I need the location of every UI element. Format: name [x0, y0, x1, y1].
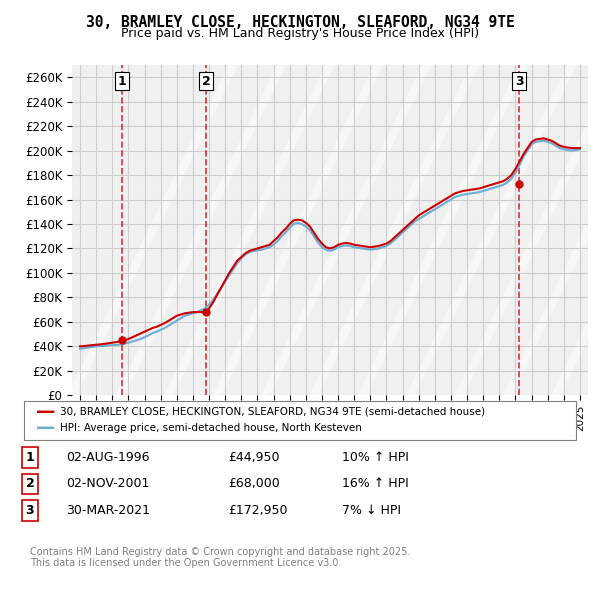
Text: 30, BRAMLEY CLOSE, HECKINGTON, SLEAFORD, NG34 9TE: 30, BRAMLEY CLOSE, HECKINGTON, SLEAFORD,…: [86, 15, 514, 30]
Text: Contains HM Land Registry data © Crown copyright and database right 2025.: Contains HM Land Registry data © Crown c…: [30, 547, 410, 556]
Text: 02-AUG-1996: 02-AUG-1996: [66, 451, 149, 464]
Text: 30-MAR-2021: 30-MAR-2021: [66, 504, 150, 517]
Text: 02-NOV-2001: 02-NOV-2001: [66, 477, 149, 490]
Text: 10% ↑ HPI: 10% ↑ HPI: [342, 451, 409, 464]
Text: HPI: Average price, semi-detached house, North Kesteven: HPI: Average price, semi-detached house,…: [60, 423, 362, 432]
Text: 3: 3: [26, 504, 34, 517]
Text: Price paid vs. HM Land Registry's House Price Index (HPI): Price paid vs. HM Land Registry's House …: [121, 27, 479, 40]
Text: £44,950: £44,950: [228, 451, 280, 464]
Text: This data is licensed under the Open Government Licence v3.0.: This data is licensed under the Open Gov…: [30, 559, 341, 568]
Text: £68,000: £68,000: [228, 477, 280, 490]
Text: —: —: [36, 402, 55, 421]
Text: 1: 1: [26, 451, 34, 464]
Text: 16% ↑ HPI: 16% ↑ HPI: [342, 477, 409, 490]
Text: 30, BRAMLEY CLOSE, HECKINGTON, SLEAFORD, NG34 9TE (semi-detached house): 30, BRAMLEY CLOSE, HECKINGTON, SLEAFORD,…: [60, 407, 485, 417]
Text: 2: 2: [202, 75, 211, 88]
Text: —: —: [36, 402, 55, 421]
Text: 2: 2: [26, 477, 34, 490]
Text: £172,950: £172,950: [228, 504, 287, 517]
Text: 1: 1: [117, 75, 126, 88]
Text: HPI: Average price, semi-detached house, North Kesteven: HPI: Average price, semi-detached house,…: [60, 425, 362, 434]
Text: 3: 3: [515, 75, 524, 88]
Text: 7% ↓ HPI: 7% ↓ HPI: [342, 504, 401, 517]
Text: 30, BRAMLEY CLOSE, HECKINGTON, SLEAFORD, NG34 9TE (semi-detached house): 30, BRAMLEY CLOSE, HECKINGTON, SLEAFORD,…: [60, 407, 485, 417]
Text: —: —: [36, 418, 55, 437]
Text: —: —: [36, 420, 55, 439]
